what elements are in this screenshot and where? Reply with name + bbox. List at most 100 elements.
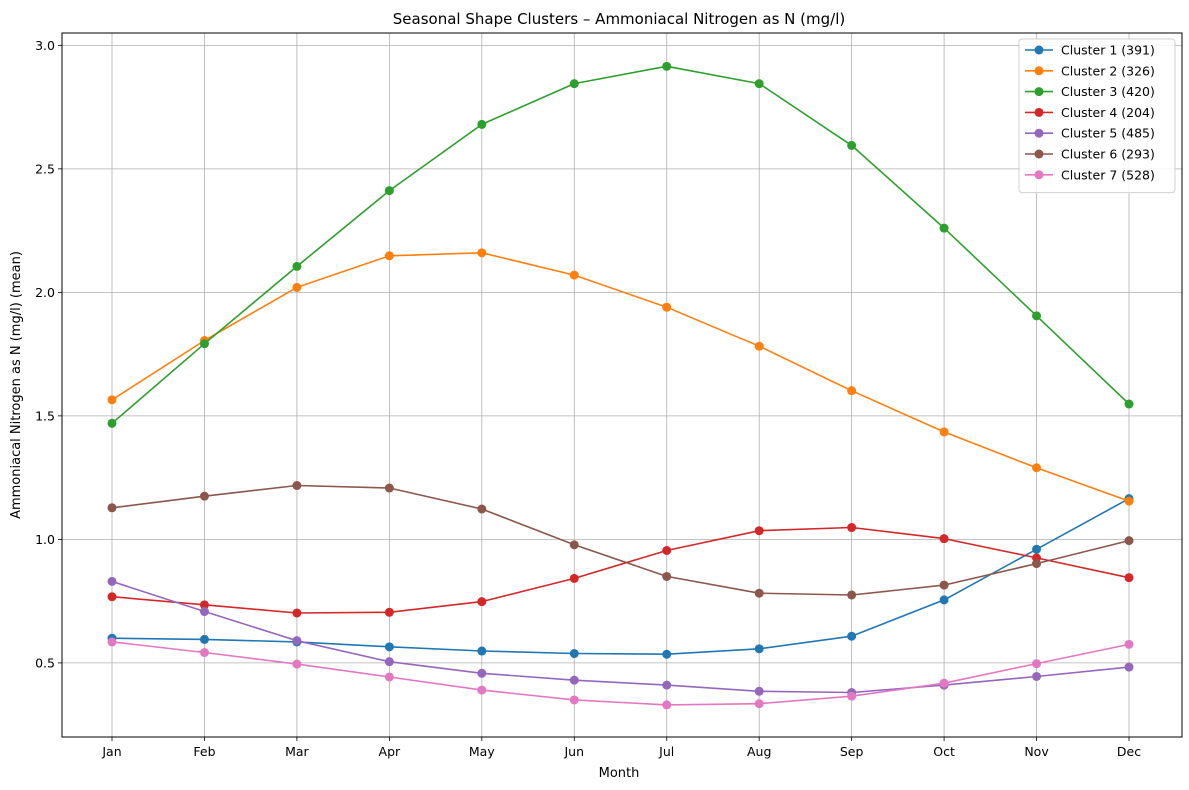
legend-label-2: Cluster 2 (326) (1061, 63, 1155, 78)
series-5-point (477, 668, 487, 678)
x-tick-label-dec: Dec (1117, 744, 1141, 759)
series-1-point (569, 649, 579, 659)
series-6-point (939, 580, 949, 590)
grid-lines (62, 33, 1182, 737)
series-4-point (569, 573, 579, 583)
series-2-point (662, 302, 672, 312)
series-4-point (477, 597, 487, 607)
series-5-point (107, 576, 117, 586)
series-2-line (111, 252, 1130, 502)
series-5-point (1124, 662, 1134, 672)
series-7-point (292, 659, 302, 669)
series-3-point (292, 261, 302, 271)
x-tick-label-feb: Feb (193, 744, 215, 759)
series-5-point (662, 680, 672, 690)
y-tick-label: 0.5 (35, 655, 55, 670)
series-2-point (107, 395, 117, 405)
chart-title: Seasonal Shape Clusters – Ammoniacal Nit… (393, 10, 845, 28)
series-6-point (847, 590, 857, 600)
series-6-point (662, 571, 672, 581)
series-6-point (1032, 559, 1042, 569)
x-tick-label-oct: Oct (933, 744, 955, 759)
series-4-point (292, 608, 302, 618)
y-tick-label: 1.0 (35, 532, 55, 547)
series-1-point (199, 634, 209, 644)
series-7-point (847, 691, 857, 701)
x-tick-label-jan: Jan (101, 744, 121, 759)
series-1-point (662, 649, 672, 659)
series-2-point (754, 341, 764, 351)
series-3-point (384, 186, 394, 196)
series-3-point (662, 61, 672, 71)
series-3-point (199, 339, 209, 349)
series-6-point (384, 483, 394, 493)
series-1-point (477, 646, 487, 656)
x-tick-label-apr: Apr (379, 744, 401, 759)
series-7-point (107, 637, 117, 647)
series-7 (107, 637, 1134, 710)
x-tick-label-jul: Jul (658, 744, 674, 759)
series-5-point (384, 657, 394, 667)
legend-label-4: Cluster 4 (204) (1061, 105, 1155, 120)
x-tick-label-mar: Mar (285, 744, 309, 759)
series-2-point (939, 427, 949, 437)
series-7-point (662, 700, 672, 710)
legend-marker-2 (1034, 66, 1044, 76)
series-2-point (569, 270, 579, 280)
y-tick-label: 2.0 (35, 285, 55, 300)
series-7-point (754, 699, 764, 709)
series-6-point (199, 491, 209, 501)
x-tick-label-nov: Nov (1024, 744, 1049, 759)
legend-label-5: Cluster 5 (485) (1061, 126, 1155, 141)
series-3 (107, 61, 1134, 428)
y-tick-label: 3.0 (35, 38, 55, 53)
legend-label-1: Cluster 1 (391) (1061, 43, 1155, 58)
plot-frame (61, 32, 1183, 738)
x-tick-label-aug: Aug (747, 744, 771, 759)
series-6-point (754, 588, 764, 598)
series-layer (107, 61, 1134, 710)
series-7-point (199, 648, 209, 658)
series-7-point (477, 685, 487, 695)
series-5-point (569, 675, 579, 685)
series-2-point (292, 282, 302, 292)
series-4-point (847, 523, 857, 533)
series-7-point (1124, 639, 1134, 649)
series-5-point (292, 636, 302, 646)
series-4-point (107, 592, 117, 602)
series-2-point (847, 386, 857, 396)
series-1-line (111, 497, 1130, 656)
x-axis-label: Month (599, 766, 640, 781)
x-tick-label-sep: Sep (840, 744, 864, 759)
series-2 (107, 248, 1134, 506)
series-5-line (111, 580, 1130, 694)
series-7-point (384, 672, 394, 682)
series-3-point (847, 140, 857, 150)
series-4-point (662, 546, 672, 556)
series-4-point (199, 600, 209, 610)
series-3-point (477, 119, 487, 129)
series-1-point (939, 595, 949, 605)
x-tick-label-jun: Jun (564, 744, 585, 759)
series-6-line (111, 484, 1130, 596)
legend-marker-4 (1034, 107, 1044, 117)
y-tick-label: 2.5 (35, 161, 55, 176)
series-4-point (754, 526, 764, 536)
series-7-point (1032, 659, 1042, 669)
series-2-point (1124, 496, 1134, 506)
series-1-point (847, 631, 857, 641)
series-1-point (1032, 544, 1042, 554)
series-2-point (477, 248, 487, 258)
series-6-point (107, 503, 117, 513)
legend-label-3: Cluster 3 (420) (1061, 84, 1155, 99)
series-6-point (569, 540, 579, 550)
series-3-point (107, 418, 117, 428)
series-4-point (939, 534, 949, 544)
series-6 (107, 481, 1134, 600)
legend-marker-7 (1034, 170, 1044, 180)
x-tick-label-may: May (469, 744, 495, 759)
legend-box (1018, 38, 1176, 194)
legend-marker-3 (1034, 87, 1044, 97)
